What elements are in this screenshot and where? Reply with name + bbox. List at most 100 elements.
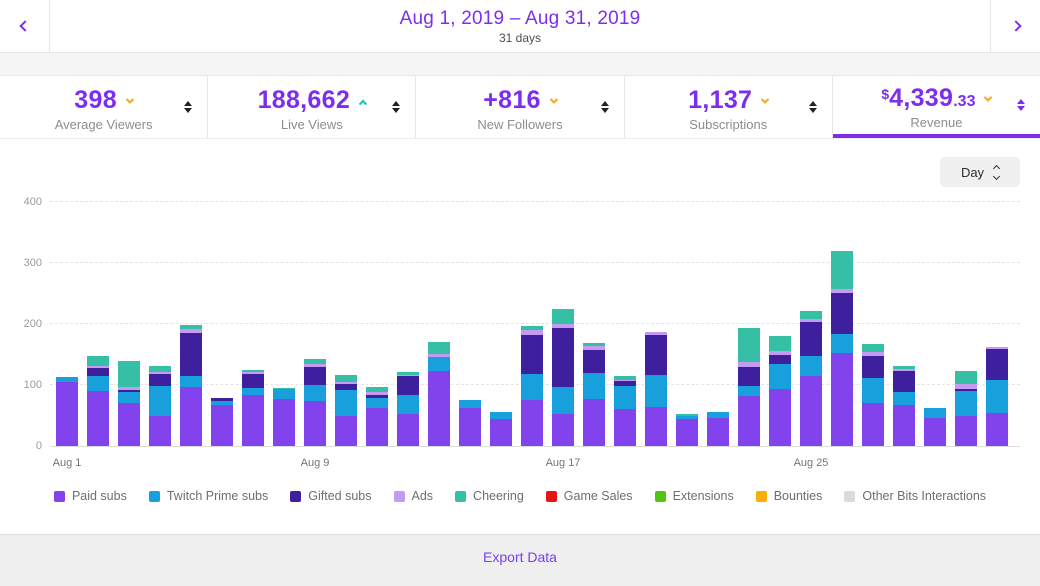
bar-segment-cheering [769, 336, 791, 351]
stat-card-new-followers[interactable]: +816 New Followers [416, 76, 625, 138]
bar-aug-15[interactable] [490, 411, 512, 446]
bar-segment-paid-subs [862, 403, 884, 446]
bar-segment-cheering [955, 371, 977, 385]
legend-item-paid-subs: Paid subs [53, 489, 127, 503]
bar-aug-24[interactable] [769, 336, 791, 446]
bar-segment-twitch-prime-subs [366, 398, 388, 408]
bar-segment-gifted-subs [583, 349, 605, 373]
bar-segment-paid-subs [335, 415, 357, 446]
interval-select[interactable]: Day [940, 157, 1020, 187]
bar-segment-twitch-prime-subs [769, 363, 791, 390]
bar-segment-twitch-prime-subs [552, 386, 574, 414]
bar-segment-twitch-prime-subs [118, 392, 140, 404]
bar-segment-paid-subs [614, 408, 636, 446]
legend-swatch-icon [53, 490, 65, 502]
stat-card-live-views[interactable]: 188,662 Live Views [208, 76, 417, 138]
bar-segment-cheering [738, 327, 760, 362]
previous-period-button[interactable] [0, 0, 50, 52]
average-viewers-label: Average Viewers [54, 117, 153, 132]
bar-aug-21[interactable] [676, 414, 698, 446]
bar-segment-gifted-subs [242, 374, 264, 389]
bar-segment-twitch-prime-subs [893, 391, 915, 405]
sort-toggle-icon[interactable] [600, 101, 609, 113]
bar-aug-1[interactable] [56, 377, 78, 446]
bar-aug-27[interactable] [862, 344, 884, 446]
stat-card-subscriptions[interactable]: 1,137 Subscriptions [624, 76, 833, 138]
bar-aug-12[interactable] [397, 371, 419, 446]
bar-segment-twitch-prime-subs [707, 412, 729, 418]
bar-segment-cheering [893, 366, 915, 370]
bar-segment-gifted-subs [521, 335, 543, 375]
sort-toggle-icon[interactable] [184, 101, 193, 113]
stat-card-revenue[interactable]: $4,339.33 Revenue [832, 76, 1040, 138]
currency-symbol: $ [881, 86, 890, 102]
bar-aug-9[interactable] [304, 359, 326, 446]
bar-aug-2[interactable] [87, 356, 109, 446]
bar-segment-ads [180, 328, 202, 333]
chevron-right-icon [1009, 20, 1022, 32]
bar-aug-19[interactable] [614, 375, 636, 446]
bar-aug-16[interactable] [521, 325, 543, 446]
bar-segment-paid-subs [831, 353, 853, 446]
bar-segment-twitch-prime-subs [862, 377, 884, 404]
legend-item-bounties: Bounties [755, 489, 822, 503]
legend-item-twitch-prime-subs: Twitch Prime subs [148, 489, 268, 503]
bar-aug-5[interactable] [180, 325, 202, 446]
next-period-button[interactable] [990, 0, 1040, 52]
bar-segment-twitch-prime-subs [211, 400, 233, 406]
x-axis-label-aug-17: Aug 17 [545, 457, 581, 469]
bar-segment-ads [583, 345, 605, 350]
export-data-link[interactable]: Export Data [483, 549, 557, 565]
bar-segment-cheering [366, 387, 388, 392]
bar-aug-4[interactable] [149, 365, 171, 446]
bar-aug-13[interactable] [428, 342, 450, 446]
bar-aug-29[interactable] [924, 408, 946, 446]
interval-select-value: Day [960, 164, 985, 180]
bar-aug-11[interactable] [366, 387, 388, 446]
bar-segment-gifted-subs [211, 397, 233, 401]
bar-aug-23[interactable] [738, 327, 760, 446]
bar-segment-twitch-prime-subs [149, 385, 171, 417]
bar-aug-18[interactable] [583, 342, 605, 446]
x-axis-label-aug-25: Aug 25 [793, 457, 829, 469]
stat-card-average-viewers[interactable]: 398 Average Viewers [0, 76, 209, 138]
bar-segment-ads [521, 330, 543, 335]
bar-aug-26[interactable] [831, 250, 853, 446]
bar-segment-ads [366, 391, 388, 395]
legend-item-ads: Ads [393, 489, 433, 503]
bar-aug-20[interactable] [645, 331, 667, 446]
bar-segment-paid-subs [459, 407, 481, 446]
bar-aug-7[interactable] [242, 369, 264, 446]
bar-segment-twitch-prime-subs [304, 385, 326, 401]
bar-segment-ads [242, 372, 264, 375]
bar-aug-28[interactable] [893, 366, 915, 446]
bar-aug-6[interactable] [211, 397, 233, 446]
bar-segment-gifted-subs [862, 356, 884, 378]
bar-aug-14[interactable] [459, 399, 481, 446]
plot-area [50, 201, 1020, 447]
sort-toggle-icon[interactable] [1017, 99, 1026, 111]
bar-segment-ads [304, 363, 326, 367]
bar-segment-gifted-subs [304, 366, 326, 386]
chart-legend: Paid subs Twitch Prime subs Gifted subs Ads… [0, 489, 1040, 503]
sort-toggle-icon[interactable] [392, 101, 401, 113]
bar-aug-8[interactable] [273, 388, 295, 446]
bar-segment-ads [955, 384, 977, 389]
bar-segment-twitch-prime-subs [335, 389, 357, 416]
bar-aug-10[interactable] [335, 374, 357, 446]
bar-segment-ads [428, 353, 450, 357]
bar-segment-gifted-subs [397, 376, 419, 396]
bar-aug-3[interactable] [118, 361, 140, 446]
bar-aug-22[interactable] [707, 412, 729, 446]
bar-aug-31[interactable] [986, 347, 1008, 446]
trend-caret-icon [125, 94, 135, 104]
bar-segment-ads [986, 347, 1008, 350]
y-axis-label-200: 200 [23, 318, 42, 330]
sort-toggle-icon[interactable] [808, 101, 817, 113]
legend-item-gifted-subs: Gifted subs [290, 489, 372, 503]
date-range-title: Aug 1, 2019 – Aug 31, 2019 [399, 7, 641, 29]
bar-aug-30[interactable] [955, 371, 977, 446]
bar-aug-25[interactable] [800, 310, 822, 446]
bar-aug-17[interactable] [552, 308, 574, 446]
bar-segment-gifted-subs [769, 355, 791, 364]
